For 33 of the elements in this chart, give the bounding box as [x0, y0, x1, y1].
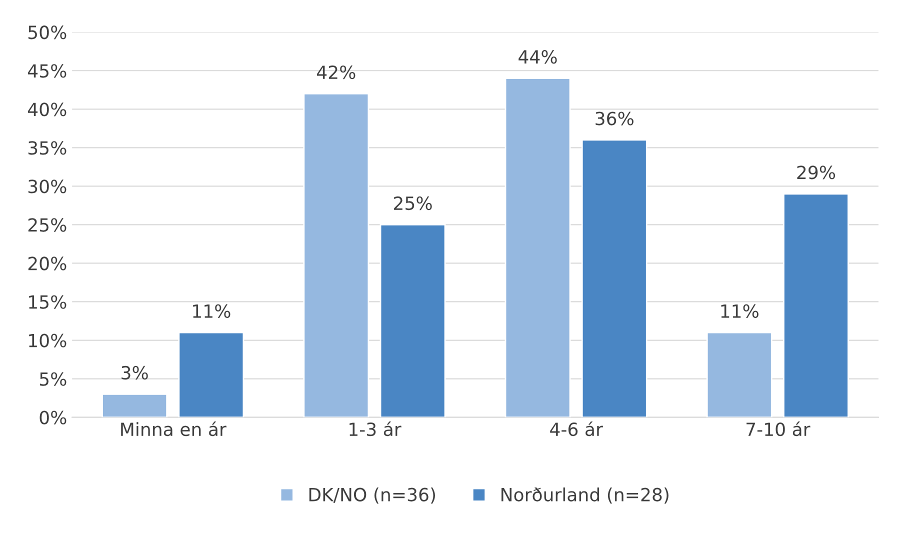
bar: [581, 139, 648, 418]
data-label: 44%: [518, 50, 557, 64]
legend-label: Norðurland (n=28): [502, 487, 668, 504]
x-tick-label: 7-10 ár: [746, 421, 810, 436]
data-label: 11%: [721, 304, 758, 318]
data-label: 29%: [797, 166, 836, 180]
data-label: 42%: [316, 65, 356, 80]
y-tick-label: 5%: [40, 372, 66, 386]
y-tick-label: 10%: [29, 334, 66, 348]
y-tick-label: 15%: [29, 295, 66, 309]
legend-label: DK/NO (n=36): [309, 488, 435, 504]
y-tick-label: 35%: [28, 141, 66, 155]
data-label: 25%: [394, 196, 432, 210]
x-tick-label: 1-3 ár: [350, 421, 402, 436]
bar: [783, 193, 849, 418]
bar: [303, 93, 370, 418]
y-tick-label: 45%: [28, 64, 66, 78]
bar: [706, 332, 772, 418]
data-label: 11%: [193, 304, 230, 318]
x-tick-label: 4-6 ár: [550, 421, 603, 436]
y-tick-label: 0%: [40, 410, 66, 424]
x-tick-label: Minna en ár: [121, 421, 226, 436]
bar: [102, 393, 168, 418]
data-label: 36%: [596, 112, 634, 126]
y-tick-label: 20%: [28, 256, 66, 270]
y-tick-label: 40%: [28, 102, 66, 116]
data-label: 3%: [122, 366, 148, 380]
y-tick-label: 50%: [28, 26, 66, 40]
y-tick-label: 30%: [28, 180, 66, 194]
bar: [178, 332, 244, 418]
bar: [380, 224, 446, 418]
y-tick-label: 25%: [28, 218, 66, 232]
bar: [504, 78, 571, 418]
